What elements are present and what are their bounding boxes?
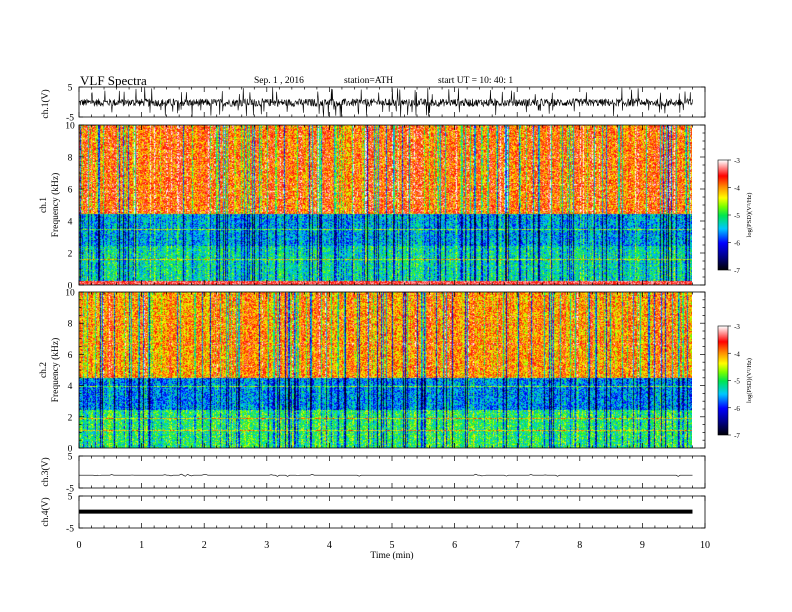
ch2-spectrogram-image: [79, 292, 692, 448]
y-tick-label: -5: [66, 485, 74, 495]
ch2-spectrogram-y-axis-label: Frequency (kHz): [50, 338, 61, 403]
colorbar-tick-label: -3: [734, 157, 740, 165]
y-tick-label: 5: [68, 84, 73, 94]
ch1-spectrogram-y-tick-label: 10: [65, 122, 75, 132]
x-axis-label: Time (min): [370, 550, 413, 561]
colorbar-tick-label: -7: [734, 267, 740, 275]
ch3-y-axis-label: ch.3(V): [40, 457, 51, 486]
ch2-spectrogram-y-tick-label: 2: [68, 413, 73, 423]
ch4-y-axis-label: ch.4(V): [40, 497, 51, 526]
ch1-spectrogram-y-axis-label: Frequency (kHz): [50, 173, 61, 238]
x-tick-label: 4: [327, 540, 332, 551]
colorbar-1: [718, 160, 728, 270]
x-tick-label: 6: [452, 540, 457, 551]
colorbar-tick-label: -6: [734, 405, 740, 413]
ch1-spectrogram-panel: 0 2 4 6 8 10 ch.1 Frequency (kHz): [39, 122, 706, 292]
ch1-spectrogram-channel-label: ch.1: [39, 197, 49, 213]
ch1-spectrogram-y-tick-label: 6: [68, 186, 73, 196]
ch2-spectrogram-y-tick-label: 4: [68, 382, 73, 392]
y-tick-label: 5: [68, 453, 73, 463]
ch1-spectrogram-y-tick-label: 4: [68, 218, 73, 228]
y-tick-label: -5: [66, 114, 74, 124]
colorbar-tick-label: -4: [734, 185, 740, 193]
colorbar-tick-label: -7: [734, 432, 740, 440]
ch1-spectrogram-y-tick-label: 8: [68, 154, 73, 164]
colorbar-tick-label: -3: [734, 323, 740, 331]
x-tick-label: 5: [390, 540, 395, 551]
colorbar-tick-label: -6: [734, 240, 740, 248]
ch1-waveform-trace: [78, 87, 693, 117]
y-tick-label: 5: [68, 493, 73, 503]
x-tick-label: 2: [202, 540, 207, 551]
ch2-spectrogram-y-tick-label: 6: [68, 351, 73, 361]
x-tick-label: 1: [139, 540, 144, 551]
date-label: Sep. 1 , 2016: [254, 76, 304, 86]
x-tick-label: 3: [264, 540, 269, 551]
x-tick-label: 9: [640, 540, 645, 551]
x-tick-label: 0: [77, 540, 82, 551]
ch1-spectrogram-image: [79, 125, 692, 285]
axis-labels: ch.1(V): [40, 89, 51, 118]
ch2-spectrogram-y-tick-label: 0: [68, 445, 73, 455]
colorbar-tick-label: -4: [734, 350, 740, 358]
ch1-y-axis-label: ch.1(V): [40, 89, 51, 118]
ch2-spectrogram-y-tick-label: 10: [65, 289, 75, 299]
ch2-spectrogram-y-tick-label: 8: [68, 320, 73, 330]
ch1-spectrogram-y-tick-label: 0: [68, 282, 73, 292]
colorbar-label: log(PSD)(V²/Hz): [746, 193, 753, 238]
ch1-waveform-panel: 5 -5: [66, 84, 706, 124]
colorbars: -3 -4 -5 -6 -7 log(PSD)(V²/Hz) -3 -4 -5 -6 -7 log(P…: [717, 157, 753, 440]
chart-title: VLF Spectra: [80, 73, 147, 88]
colorbar-2: [718, 326, 728, 435]
start-time-label: start UT = 10: 40: 1: [438, 76, 514, 86]
ch3-waveform-trace: [79, 473, 693, 477]
y-tick-label: -5: [66, 525, 74, 535]
ch4-waveform-panel: 5 -5 ch.4(V) 0 1 2 3 4 5 6 7 8 9 10 Time (min): [40, 493, 710, 562]
ch2-spectrogram-channel-label: ch.2: [39, 362, 49, 378]
colorbar-tick-label: -5: [734, 212, 740, 220]
ch1-spectrogram-y-tick-label: 2: [68, 250, 73, 260]
colorbar-tick-label: -5: [734, 378, 740, 386]
x-tick-label: 7: [515, 540, 520, 551]
ch3-waveform-panel: 5 -5 ch.3(V): [40, 453, 706, 495]
colorbar-label: log(PSD)(V²/Hz): [746, 358, 753, 403]
x-tick-label: 8: [577, 540, 582, 551]
ch2-spectrogram-panel: 0 2 4 6 8 10 ch.2 Frequency (kHz): [39, 289, 706, 455]
x-tick-label: 10: [700, 540, 710, 551]
station-label: station=ATH: [344, 76, 394, 86]
